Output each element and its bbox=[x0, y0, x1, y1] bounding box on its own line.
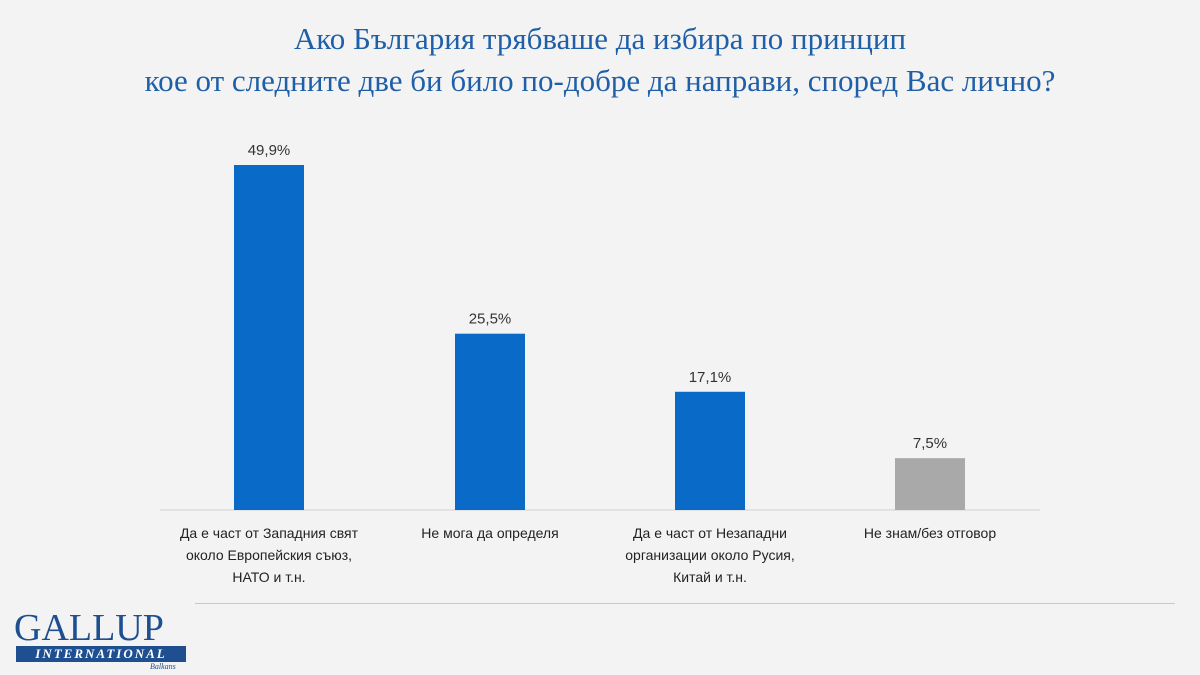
logo-subtitle: Balkans bbox=[150, 662, 176, 671]
bar-2 bbox=[455, 333, 525, 510]
chart-title-line-1: Ако България трябваше да избира по принц… bbox=[293, 21, 907, 56]
bar-3 bbox=[675, 391, 745, 510]
footer-divider bbox=[195, 603, 1175, 604]
category-label-2: Не мога да определя bbox=[380, 522, 600, 544]
category-label-1-line-3: НАТО и т.н. bbox=[232, 569, 306, 585]
category-label-1: Да е част от Западния свят около Европейс… bbox=[159, 522, 379, 588]
bar-1 bbox=[234, 165, 304, 510]
category-label-4: Не знам/без отговор bbox=[820, 522, 1040, 544]
category-label-4-line-1: Не знам/без отговор bbox=[863, 525, 997, 541]
category-label-3-line-1: Да е част от Незападни bbox=[633, 525, 787, 541]
category-label-2-line-1: Не мога да определя bbox=[421, 525, 559, 541]
data-label-1: 49,9% bbox=[248, 142, 291, 159]
category-label-3: Да е част от Незападни организации около … bbox=[600, 522, 820, 588]
data-label-4: 7,5% bbox=[913, 435, 947, 452]
category-label-3-line-3: Китай и т.н. bbox=[673, 569, 747, 585]
logo-wordmark: GALLUP bbox=[14, 607, 164, 649]
chart-title-line-2: кое от следните две би било по-добре да … bbox=[144, 63, 1056, 98]
category-label-3-line-2: организации около Русия, bbox=[625, 547, 795, 563]
chart-title: Ако България трябваше да избира по принц… bbox=[0, 18, 1200, 102]
data-label-2: 25,5% bbox=[469, 311, 512, 328]
category-label-1-line-2: около Европейския съюз, bbox=[185, 547, 353, 563]
logo-band: INTERNATIONAL bbox=[16, 646, 186, 662]
data-label-3: 17,1% bbox=[689, 369, 732, 386]
bar-4 bbox=[895, 458, 965, 510]
gallup-logo: GALLUP INTERNATIONAL Balkans bbox=[12, 606, 192, 672]
category-label-1-line-1: Да е част от Западния свят bbox=[179, 525, 359, 541]
